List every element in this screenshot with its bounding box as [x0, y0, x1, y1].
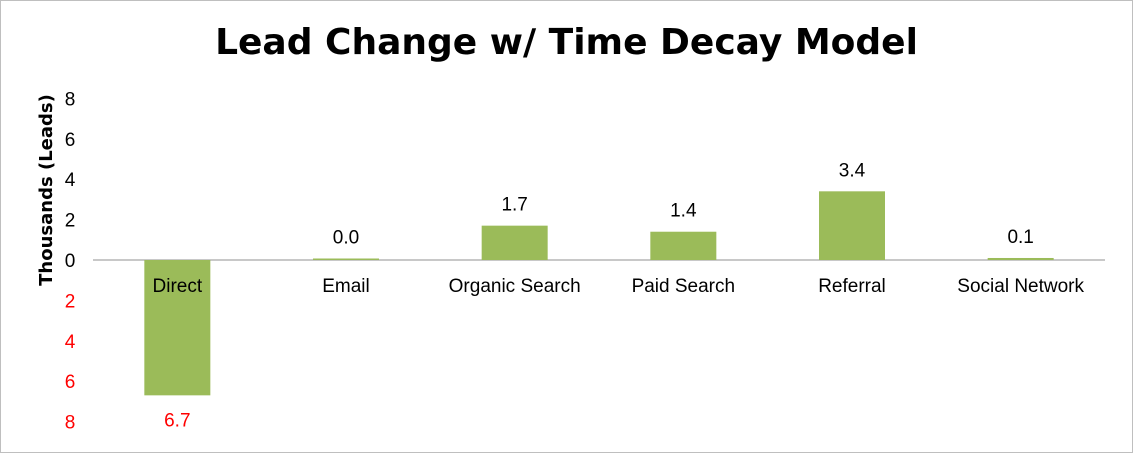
chart-title: Lead Change w/ Time Decay Model	[215, 22, 918, 63]
data-label: 3.4	[839, 160, 866, 181]
category-labels: Direct Email Organic Search Paid Search Refe…	[153, 276, 1085, 297]
data-label: 0.0	[333, 228, 359, 249]
data-label: 1.4	[670, 201, 697, 222]
y-tick-label: 4	[65, 332, 76, 353]
category-label: Paid Search	[632, 276, 736, 297]
data-labels: 6.7 0.0 1.7 1.4 3.4 0.1	[164, 160, 1034, 431]
bar	[313, 258, 379, 260]
y-tick-label: 8	[65, 413, 76, 434]
y-tick-label: 0	[65, 251, 76, 272]
category-label: Email	[322, 276, 370, 297]
y-tick-label: 4	[65, 170, 76, 191]
category-label: Social Network	[957, 276, 1084, 297]
data-label: 1.7	[501, 195, 527, 216]
bar	[987, 257, 1054, 260]
bar	[144, 260, 211, 396]
bar	[481, 225, 548, 260]
bars	[144, 191, 1054, 396]
data-label: 0.1	[1007, 227, 1033, 248]
y-tick-label: 6	[65, 130, 76, 151]
bar	[819, 191, 885, 260]
category-label: Organic Search	[449, 276, 581, 297]
y-tick-label: 6	[65, 372, 76, 393]
y-tick-label: 2	[65, 291, 76, 312]
bar	[650, 231, 717, 260]
data-label: 6.7	[164, 410, 190, 431]
y-axis-ticks: 8 6 4 2 0 2 4 6 8	[65, 89, 76, 433]
y-tick-label: 8	[65, 89, 76, 110]
category-label: Referral	[818, 276, 886, 297]
y-axis-title: Thousands (Leads)	[36, 94, 57, 286]
category-label: Direct	[153, 276, 203, 297]
y-tick-label: 2	[65, 211, 76, 232]
